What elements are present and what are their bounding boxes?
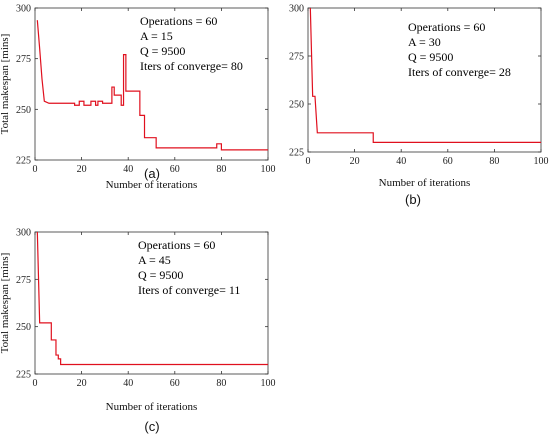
y-tick-label: 300 xyxy=(289,4,304,15)
y-tick-label: 300 xyxy=(16,228,31,239)
annotation-text: Iters of converge= 80 xyxy=(140,59,243,73)
annotation-text: Iters of converge= 11 xyxy=(138,283,240,297)
x-tick-label: 0 xyxy=(33,378,38,389)
x-tick-label: 40 xyxy=(396,156,406,167)
convergence-line-a xyxy=(36,20,268,151)
y-tick-label: 275 xyxy=(16,275,31,286)
x-tick-label: 20 xyxy=(77,164,87,175)
y-axis-label: Total makespan [mins] xyxy=(0,34,11,135)
annotation-text: Operations = 60 xyxy=(138,238,215,252)
panel-caption: (b) xyxy=(405,192,421,207)
x-tick-label: 80 xyxy=(489,156,499,167)
x-tick-label: 40 xyxy=(123,164,133,175)
convergence-line-b xyxy=(309,7,541,143)
x-axis-label: Number of iterations xyxy=(106,179,198,191)
y-tick-label: 300 xyxy=(16,4,31,15)
x-tick-label: 0 xyxy=(33,164,38,175)
x-tick-label: 80 xyxy=(216,378,226,389)
y-tick-label: 225 xyxy=(16,370,31,381)
y-tick-label: 250 xyxy=(16,105,31,116)
annotation-text: A = 45 xyxy=(138,253,171,267)
annotation-text: A = 30 xyxy=(408,35,441,49)
y-tick-label: 250 xyxy=(289,100,304,111)
x-tick-label: 0 xyxy=(306,156,311,167)
y-tick-label: 275 xyxy=(289,52,304,63)
x-tick-label: 20 xyxy=(77,378,87,389)
y-tick-label: 275 xyxy=(16,54,31,65)
annotation-text: Q = 9500 xyxy=(408,50,453,64)
y-tick-label: 250 xyxy=(16,322,31,333)
y-axis-label: Total makespan [mins] xyxy=(0,253,11,354)
y-tick-label: 225 xyxy=(16,156,31,167)
y-tick-label: 225 xyxy=(289,148,304,159)
annotation-text: Q = 9500 xyxy=(140,44,185,58)
annotation-text: Operations = 60 xyxy=(140,14,217,28)
plot-frame-b xyxy=(307,7,542,153)
x-tick-label: 100 xyxy=(261,378,276,389)
x-axis-label: Number of iterations xyxy=(106,401,198,413)
annotation-text: Operations = 60 xyxy=(408,20,485,34)
x-tick-label: 80 xyxy=(216,164,226,175)
x-tick-label: 20 xyxy=(350,156,360,167)
x-tick-label: 60 xyxy=(443,156,453,167)
x-tick-label: 40 xyxy=(123,378,133,389)
x-tick-label: 60 xyxy=(170,378,180,389)
plot-frame-a xyxy=(34,7,269,161)
panel-caption: (c) xyxy=(144,419,159,434)
x-tick-label: 100 xyxy=(261,164,276,175)
x-tick-label: 60 xyxy=(170,164,180,175)
plot-frame-c xyxy=(34,231,269,375)
annotation-text: Q = 9500 xyxy=(138,268,183,282)
annotation-text: A = 15 xyxy=(140,29,173,43)
annotation-text: Iters of converge= 28 xyxy=(408,65,511,79)
convergence-line-c xyxy=(36,231,268,366)
x-axis-label: Number of iterations xyxy=(379,177,471,189)
panel-caption: (a) xyxy=(144,166,160,181)
x-tick-label: 100 xyxy=(534,156,549,167)
